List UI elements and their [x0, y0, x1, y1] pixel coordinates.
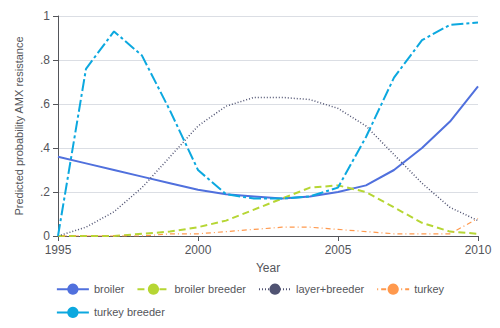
svg-text:2000: 2000 — [185, 243, 212, 257]
svg-text:2005: 2005 — [325, 243, 352, 257]
svg-text:Year: Year — [256, 261, 280, 275]
svg-text:Predicted probability AMX resi: Predicted probability AMX resistance — [13, 36, 25, 215]
svg-text:layer+breeder: layer+breeder — [296, 283, 365, 295]
svg-text:turkey breeder: turkey breeder — [94, 306, 165, 318]
svg-text:turkey: turkey — [414, 283, 444, 295]
svg-text:1995: 1995 — [45, 243, 72, 257]
svg-text:.6: .6 — [40, 97, 50, 111]
svg-text:broiler breeder: broiler breeder — [174, 283, 246, 295]
svg-text:.2: .2 — [40, 185, 50, 199]
svg-text:1: 1 — [43, 9, 50, 23]
svg-text:.4: .4 — [40, 141, 50, 155]
svg-text:2010: 2010 — [465, 243, 492, 257]
svg-text:.8: .8 — [40, 53, 50, 67]
svg-text:0: 0 — [43, 229, 50, 243]
svg-text:broiler: broiler — [94, 283, 125, 295]
